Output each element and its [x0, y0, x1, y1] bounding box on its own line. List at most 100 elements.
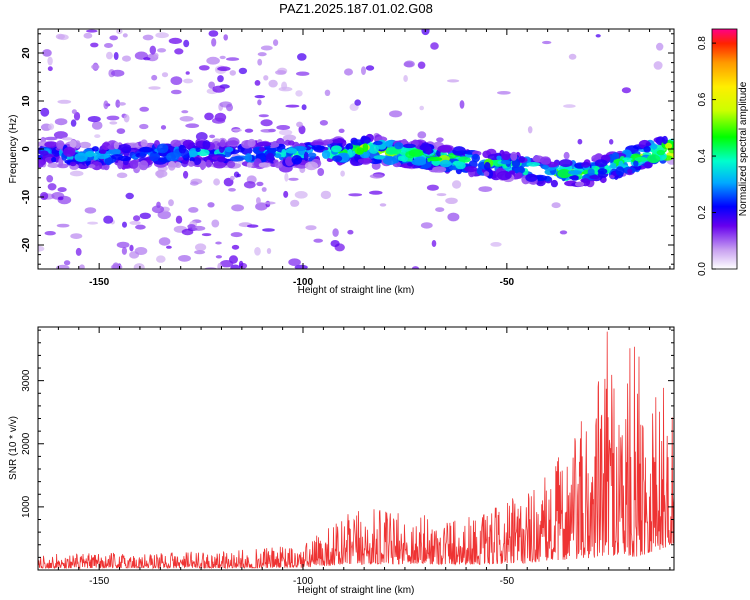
heatmap-cell: [48, 123, 55, 130]
heatmap-cell: [71, 109, 77, 115]
heatmap-cell: [83, 32, 93, 39]
heatmap-cell: [138, 160, 149, 171]
colorbar-tick-label: 0.0: [697, 262, 708, 276]
colorbar-tick-label: 0.6: [697, 92, 708, 106]
heatmap-cell: [373, 155, 387, 160]
heatmap-cell: [70, 233, 83, 240]
heatmap-cell: [151, 205, 165, 214]
heatmap-cell: [168, 199, 174, 207]
heatmap-cell: [151, 74, 158, 81]
colorbar-label: Normalized spectral amplitude: [738, 81, 749, 216]
heatmap-cell: [254, 247, 261, 256]
heatmap-cell: [118, 144, 131, 151]
heatmap-cell: [219, 55, 226, 60]
colorbar-tick-label: 0.2: [697, 205, 708, 219]
heatmap-cell: [212, 85, 226, 93]
heatmap-cell: [313, 238, 324, 243]
heatmap-cell: [217, 75, 224, 83]
heatmap-cell: [514, 165, 526, 174]
heatmap-cell: [70, 119, 77, 127]
heatmap-cell: [324, 89, 331, 97]
heatmap-cell: [403, 75, 408, 82]
heatmap-cell: [246, 224, 259, 228]
heatmap-cell: [288, 177, 299, 181]
heatmap-cell: [47, 183, 57, 191]
heatmap-cell: [656, 42, 664, 51]
heatmap-cell: [69, 170, 84, 177]
heatmap-cell: [56, 264, 70, 269]
heatmap-cell: [189, 181, 199, 186]
heatmap-cell: [389, 110, 403, 118]
heatmap-cell: [332, 228, 339, 237]
heatmap-cell: [91, 161, 103, 171]
heatmap-cell: [360, 136, 371, 145]
heatmap-y-ticks: -20 -10 0 10 20: [21, 33, 674, 265]
heatmap-cell: [278, 86, 293, 92]
heatmap-cell: [74, 152, 88, 162]
heatmap-cell: [344, 68, 353, 76]
heatmap-x-tick-label: -100: [293, 277, 313, 288]
heatmap-cell: [459, 100, 465, 109]
heatmap-cell: [87, 221, 99, 225]
heatmap-cell: [447, 212, 460, 222]
heatmap-cell: [226, 57, 240, 61]
heatmap-cell: [345, 143, 354, 151]
heatmap-cell: [217, 262, 223, 269]
heatmap-cell: [47, 163, 60, 168]
heatmap-cell: [84, 207, 97, 214]
heatmap-cell: [115, 99, 121, 108]
heatmap-cell: [170, 89, 182, 95]
heatmap-cell: [634, 156, 648, 162]
heatmap-cell: [140, 139, 148, 147]
heatmap-cell: [118, 102, 126, 106]
heatmap-cell: [559, 159, 573, 168]
heatmap-cell: [181, 228, 194, 236]
heatmap-cell: [216, 156, 227, 163]
heatmap-cell: [542, 40, 552, 45]
heatmap-x-tick-label: -150: [89, 277, 109, 288]
heatmap-cell: [79, 141, 91, 149]
heatmap-cell: [260, 119, 273, 127]
colorbar-tick-label: 0.4: [697, 149, 708, 163]
heatmap-cell: [265, 152, 275, 163]
heatmap-cell: [229, 175, 235, 181]
heatmap-cell: [139, 146, 153, 153]
heatmap-cell: [143, 57, 151, 61]
heatmap-cell: [111, 154, 124, 160]
heatmap-cell: [156, 169, 164, 179]
heatmap-cell: [496, 155, 502, 160]
heatmap-cell: [471, 153, 481, 163]
heatmap-cell: [46, 175, 54, 183]
heatmap-cell: [436, 193, 447, 197]
heatmap-cell: [427, 156, 443, 162]
heatmap-cell: [202, 140, 211, 150]
heatmap-cell: [103, 100, 109, 110]
heatmap-cell: [168, 37, 183, 45]
heatmap-cell: [331, 138, 346, 144]
heatmap-cell: [135, 224, 146, 230]
heatmap-cell: [431, 240, 437, 247]
heatmap-cell: [243, 181, 256, 189]
heatmap-cell: [160, 125, 167, 130]
heatmap-cell: [166, 245, 172, 249]
heatmap-cell: [311, 145, 325, 151]
heatmap-cell: [134, 247, 148, 255]
heatmap-cell: [95, 153, 110, 159]
heatmap-cell: [133, 215, 141, 222]
heatmap-cell: [452, 146, 466, 156]
heatmap-cell: [397, 155, 406, 161]
heatmap-cell: [257, 99, 262, 106]
heatmap-cell: [621, 157, 634, 163]
heatmap-cell: [435, 207, 445, 213]
heatmap-cell: [550, 179, 559, 188]
heatmap-cell: [587, 168, 595, 176]
heatmap-cell: [569, 175, 579, 180]
heatmap-cell: [109, 35, 118, 41]
heatmap-cell: [116, 241, 130, 249]
heatmap-cell: [256, 197, 261, 205]
heatmap-cell: [348, 193, 363, 197]
heatmap-cell: [369, 190, 383, 195]
heatmap-cell: [361, 66, 366, 75]
heatmap-cell: [394, 142, 404, 150]
